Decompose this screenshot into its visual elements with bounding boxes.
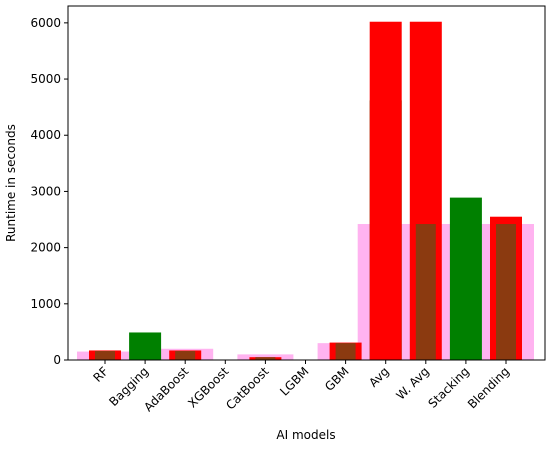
- bar: [449, 197, 482, 360]
- bar: [129, 332, 162, 360]
- x-axis-label: AI models: [276, 428, 335, 442]
- bar: [95, 351, 115, 360]
- bar: [496, 224, 516, 360]
- bar: [255, 357, 276, 360]
- x-tick-label: LGBM: [277, 364, 311, 398]
- y-tick-label: 6000: [30, 16, 61, 30]
- x-tick-label: AdaBoost: [141, 364, 191, 414]
- bar: [335, 343, 356, 360]
- x-tick-label: RF: [90, 364, 111, 385]
- y-tick-label: 1000: [30, 297, 61, 311]
- x-tick-label: CatBoost: [223, 364, 272, 413]
- y-tick-label: 0: [53, 353, 61, 367]
- x-tick-label: W. Avg: [393, 364, 431, 402]
- x-tick-label: Avg: [366, 364, 392, 390]
- y-tick-label: 3000: [30, 184, 61, 198]
- y-tick-label: 2000: [30, 241, 61, 255]
- plot-frame: [67, 5, 546, 361]
- x-tick-label: Stacking: [426, 364, 473, 411]
- y-tick-label: 4000: [30, 128, 61, 142]
- y-tick-label: 5000: [30, 72, 61, 86]
- y-axis-label: Runtime in seconds: [4, 124, 18, 242]
- bar: [175, 351, 196, 360]
- bar: [415, 224, 436, 360]
- bar: [369, 21, 402, 360]
- x-tick-label: GBM: [322, 364, 352, 394]
- x-tick-label: Blending: [465, 364, 512, 411]
